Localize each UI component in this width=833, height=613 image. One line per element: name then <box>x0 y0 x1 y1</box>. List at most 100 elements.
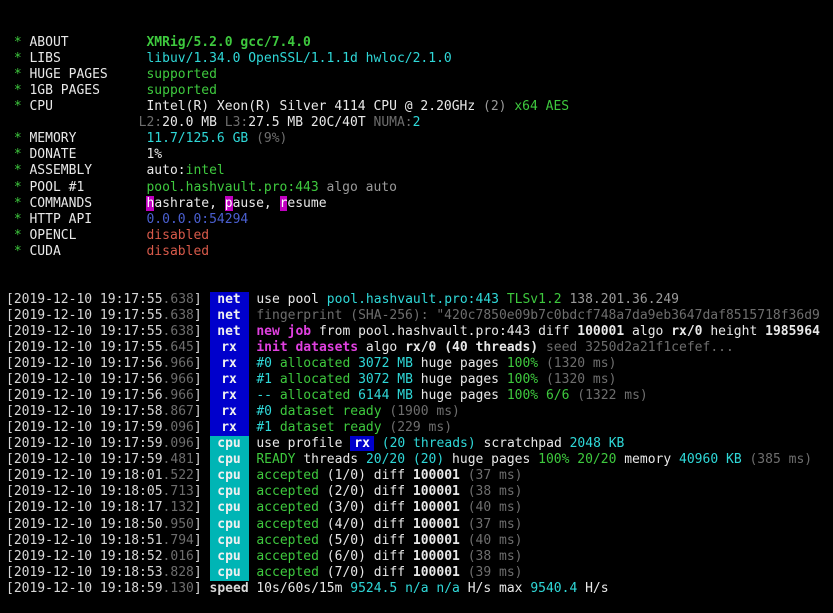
log-timestamp: [2019-12-10 19:17:59 <box>6 420 163 436</box>
command-rest-r[interactable]: esume <box>287 195 327 211</box>
log-message-part-5: height <box>710 323 766 339</box>
command-initial-h[interactable]: h <box>146 195 155 211</box>
log-timestamp-ms: .966 <box>162 372 194 388</box>
log-timestamp: [2019-12-10 19:18:17 <box>6 500 163 516</box>
log-message-part-0: use profile <box>256 436 351 452</box>
log-tag-net: net <box>209 323 249 340</box>
bullet-icon: * <box>6 179 30 195</box>
command-rest-p[interactable]: ause, <box>232 195 280 211</box>
log-timestamp-ms: .130 <box>162 580 194 596</box>
log-message-part-3: 138.201.36.249 <box>569 291 680 307</box>
log-timestamp: [2019-12-10 19:17:59 <box>6 436 163 452</box>
log-timestamp: [2019-12-10 19:17:56 <box>6 388 163 404</box>
log-line: [2019-12-10 19:18:17.132] cpu accepted (… <box>6 500 833 517</box>
log-tag-net: net <box>209 307 249 324</box>
log-message-part-6: memory <box>624 452 680 468</box>
log-timestamp-close: ] <box>193 500 210 516</box>
log-message-part-1: (7/0) <box>326 564 374 580</box>
xmrig-banner: * ABOUT XMRig/5.2.0 gcc/7.4.0 * LIBS libuv… <box>6 35 833 260</box>
log-timestamp: [2019-12-10 19:17:55 <box>6 339 163 355</box>
cpu-sockets: (2) <box>483 99 515 115</box>
banner-row: * MEMORY 11.7/125.6 GB (9%) <box>6 131 833 147</box>
log-line: [2019-12-10 19:17:59.481] cpu READY thre… <box>6 452 833 469</box>
log-timestamp-close: ] <box>193 452 210 468</box>
log-message-part-8: (385 ms) <box>749 452 813 468</box>
log-tag-gap <box>249 533 257 548</box>
log-timestamp-ms: .645 <box>162 339 194 355</box>
log-message-part-0: READY <box>256 452 304 468</box>
log-tag-cpu: cpu <box>209 532 249 549</box>
profile-badge: rx <box>350 436 374 452</box>
log-timestamp-ms: .966 <box>162 388 194 404</box>
log-line: [2019-12-10 19:17:59.096] cpu use profil… <box>6 436 833 453</box>
log-message-part-4: (40 ms) <box>467 500 523 516</box>
log-message-part-3: 100001 <box>412 564 468 580</box>
log-timestamp: [2019-12-10 19:18:50 <box>6 516 163 532</box>
bullet-spacer <box>6 115 22 130</box>
log-timestamp: [2019-12-10 19:18:01 <box>6 468 163 484</box>
log-timestamp-ms: .638 <box>162 307 194 323</box>
log-timestamp: [2019-12-10 19:17:55 <box>6 307 163 323</box>
bullet-icon: * <box>6 67 30 83</box>
banner-row: L2:20.0 MB L3:27.5 MB 20C/40T NUMA:2 <box>6 115 833 131</box>
log-message-part-0: #0 <box>256 356 280 372</box>
log-message-part-0: fingerprint (SHA-256): "420c7850e09b7c0b… <box>256 307 820 323</box>
log-message-part-3: (20) <box>412 452 453 468</box>
log-message-part-0: #1 <box>256 420 280 436</box>
pool-algo: algo auto <box>326 179 397 195</box>
log-timestamp-close: ] <box>193 532 210 548</box>
log-timestamp-ms: .713 <box>162 484 194 500</box>
log-timestamp-close: ] <box>193 372 210 388</box>
banner-row: * 1GB PAGES supported <box>6 83 833 99</box>
log-timestamp-close: ] <box>193 307 210 323</box>
terminal-window[interactable]: * ABOUT XMRig/5.2.0 gcc/7.4.0 * LIBS libuv… <box>0 0 833 596</box>
log-line: [2019-12-10 19:18:52.016] cpu accepted (… <box>6 548 833 565</box>
log-message-part-1: from pool.hashvault.pro:443 diff <box>318 323 578 339</box>
log-message-part-5: 9540.4 <box>530 580 586 596</box>
cpu-numa-key: NUMA: <box>373 115 413 131</box>
log-message-part-3: huge pages <box>420 388 507 404</box>
banner-row: * ABOUT XMRig/5.2.0 gcc/7.4.0 <box>6 35 833 51</box>
log-timestamp-close: ] <box>193 548 210 564</box>
log-tag-rx: rx <box>209 372 249 389</box>
log-line: [2019-12-10 19:18:53.828] cpu accepted (… <box>6 564 833 581</box>
log-timestamp: [2019-12-10 19:17:55 <box>6 291 163 307</box>
banner-row: * HUGE PAGES supported <box>6 67 833 83</box>
log-timestamp-close: ] <box>193 580 210 596</box>
http-api-value: 0.0.0.0:54294 <box>146 211 249 227</box>
log-message-part-2: n/a n/a <box>405 580 468 596</box>
command-initial-r[interactable]: r <box>279 195 288 211</box>
log-message-part-0: accepted <box>256 500 327 516</box>
log-message-part-1: (5/0) <box>326 532 374 548</box>
log-line: [2019-12-10 19:17:55.638] net new job fr… <box>6 323 833 340</box>
command-rest-h[interactable]: ashrate, <box>154 195 225 211</box>
log-tag-cpu: cpu <box>209 500 249 517</box>
log-message-part-1: pool.hashvault.pro:443 <box>326 291 507 307</box>
log-message-part-3: huge pages <box>420 372 507 388</box>
cpu-arch: x64 <box>514 99 546 115</box>
log-tag-rx: rx <box>209 356 249 373</box>
log-message-part-2: 20/20 <box>365 452 413 468</box>
log-message-part-2: diff <box>373 484 413 500</box>
bullet-icon: * <box>6 99 30 115</box>
donate-value: 1% <box>146 147 163 163</box>
log-timestamp-close: ] <box>193 468 210 484</box>
log-message-part-1: (6/0) <box>326 548 374 564</box>
log-timestamp-close: ] <box>193 388 210 404</box>
log-tag-cpu: cpu <box>209 516 249 533</box>
log-timestamp: [2019-12-10 19:18:51 <box>6 532 163 548</box>
cpu-l2-value: 20.0 MB <box>162 115 225 131</box>
banner-row: * ASSEMBLY auto:intel <box>6 163 833 179</box>
bullet-icon: * <box>6 83 30 99</box>
log-message-part-5: 100% 20/20 <box>538 452 625 468</box>
log-line: [2019-12-10 19:17:55.638] net use pool p… <box>6 291 833 308</box>
log-tag-gap <box>249 549 257 564</box>
log-timestamp-ms: .638 <box>162 323 194 339</box>
command-initial-p[interactable]: p <box>224 195 233 211</box>
banner-row: * POOL #1 pool.hashvault.pro:443 algo aut… <box>6 180 833 196</box>
log-timestamp: [2019-12-10 19:18:59 <box>6 580 163 596</box>
log-timestamp-ms: .481 <box>162 452 194 468</box>
banner-row-label: HTTP API <box>29 211 93 227</box>
log-message-part-2: diff <box>373 548 413 564</box>
cpu-aes: AES <box>545 99 570 115</box>
